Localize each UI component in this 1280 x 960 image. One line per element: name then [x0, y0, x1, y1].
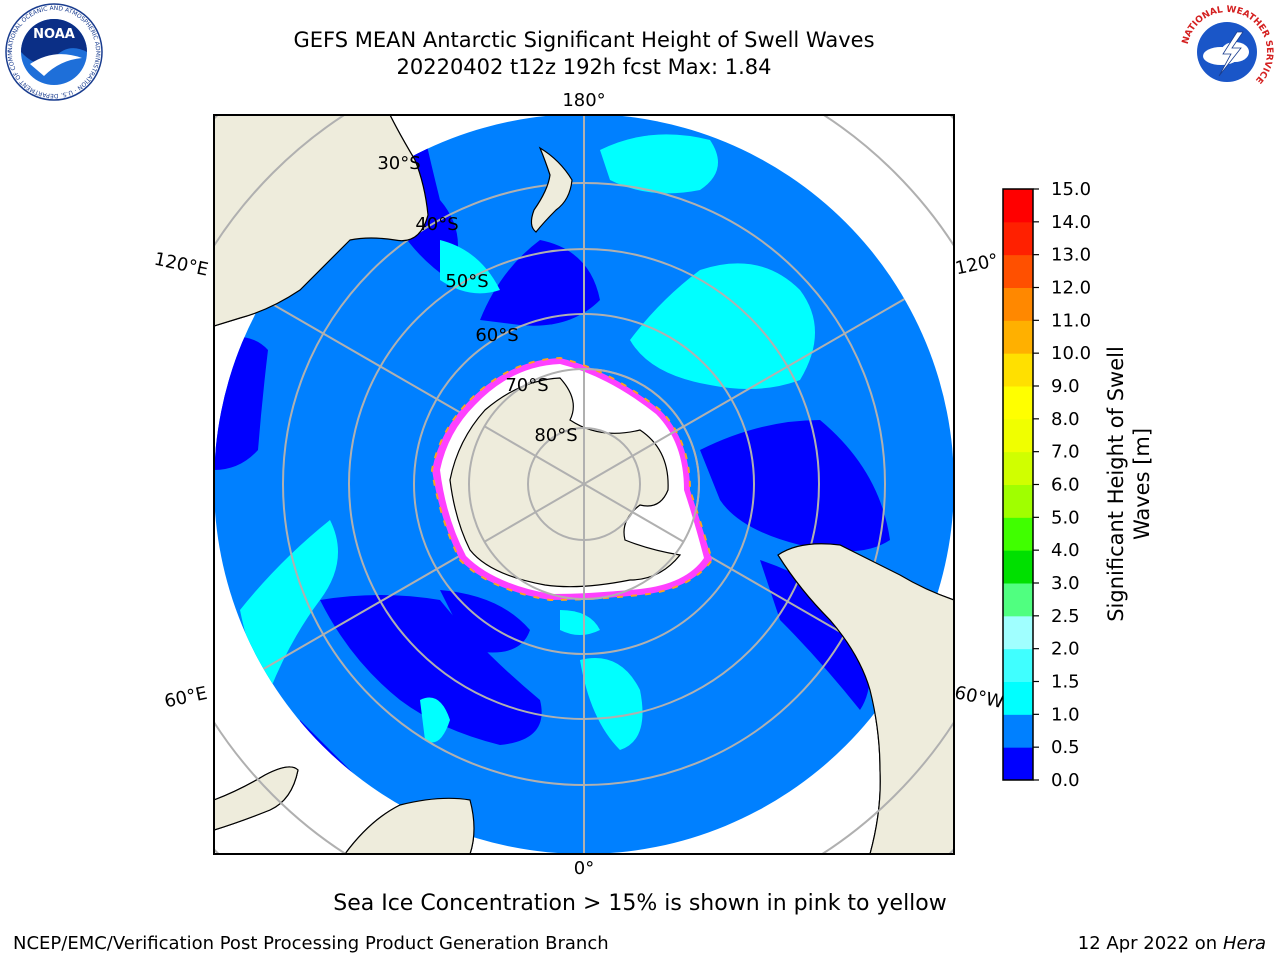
colorbar-swatch: [1003, 714, 1033, 748]
colorbar-swatch: [1003, 517, 1033, 551]
antarctica: [430, 356, 714, 602]
colorbar-swatch: [1003, 353, 1033, 387]
colorbar-tick-label: 12.0: [1051, 278, 1091, 299]
colorbar-swatch: [1003, 681, 1033, 715]
lon-label-0: 0°: [574, 858, 594, 879]
sea-ice-caption: Sea Ice Concentration > 15% is shown in …: [333, 891, 947, 916]
colorbar-tick-label: 3.0: [1051, 573, 1080, 594]
colorbar-swatch: [1003, 189, 1033, 223]
colorbar-tick-label: 1.0: [1051, 704, 1080, 725]
lat-labels: 30°S 40°S 50°S 60°S 70°S 80°S: [377, 153, 577, 446]
colorbar-tick-label: 6.0: [1051, 475, 1080, 496]
colorbar-tick-label: 1.5: [1051, 672, 1080, 693]
footer-date-text: 12 Apr 2022 on: [1077, 933, 1223, 954]
colorbar-tick-label: 2.0: [1051, 639, 1080, 660]
colorbar-swatch: [1003, 615, 1033, 650]
colorbar-tick-label: 7.0: [1051, 442, 1080, 463]
colorbar-tick-label: 10.0: [1051, 343, 1091, 364]
colorbar-swatch: [1003, 550, 1033, 584]
colorbar-swatch: [1003, 451, 1033, 485]
colorbar-tick-label: 9.0: [1051, 376, 1080, 397]
colorbar-tick-label: 14.0: [1051, 212, 1091, 233]
colorbar: [1003, 189, 1033, 781]
colorbar-tick-label: 0.0: [1051, 770, 1080, 791]
colorbar-tick-label: 2.5: [1051, 606, 1080, 627]
lat-label-30s: 30°S: [377, 153, 420, 174]
colorbar-swatch: [1003, 747, 1033, 781]
colorbar-tick-label: 8.0: [1051, 409, 1080, 430]
colorbar-ticks: 0.0 0.5 1.0 1.5 2.0 2.5 3.0 4.0 5.0 6.0 7.0 8.0 9.0 1…: [1033, 179, 1091, 791]
footer-branch: NCEP/EMC/Verification Post Processing Pr…: [13, 933, 609, 954]
colorbar-tick-label: 5.0: [1051, 507, 1080, 528]
footer-date: 12 Apr 2022 on Hera: [1078, 933, 1266, 954]
colorbar-tick-label: 13.0: [1051, 245, 1091, 266]
lon-label-120e: 120°E: [152, 249, 210, 281]
noaa-logo: NATIONAL OCEANIC AND ATMOSPHERIC ADMINIS…: [4, 2, 103, 101]
noaa-logo-text: NOAA: [33, 27, 75, 42]
colorbar-tick-label: 4.0: [1051, 540, 1080, 561]
colorbar-swatch: [1003, 287, 1033, 321]
lon-label-60e: 60°E: [163, 683, 210, 713]
lat-label-70s: 70°S: [505, 375, 548, 396]
colorbar-tick-label: 0.5: [1051, 737, 1080, 758]
colorbar-swatch: [1003, 254, 1033, 288]
colorbar-label-line1: Significant Height of Swell: [1104, 346, 1128, 622]
colorbar-swatch: [1003, 386, 1033, 420]
lat-label-60s: 60°S: [475, 325, 518, 346]
colorbar-swatch: [1003, 320, 1033, 354]
colorbar-swatch: [1003, 484, 1033, 518]
colorbar-swatch: [1003, 648, 1033, 682]
lon-label-60w: 60°W: [953, 682, 1006, 713]
lat-label-80s: 80°S: [534, 425, 577, 446]
chart-subtitle: 20220402 t12z 192h fcst Max: 1.84: [396, 55, 772, 79]
chart-title: GEFS MEAN Antarctic Significant Height o…: [293, 28, 875, 52]
colorbar-tick-label: 15.0: [1051, 179, 1091, 200]
lat-label-50s: 50°S: [445, 271, 488, 292]
colorbar-tick-label: 11.0: [1051, 310, 1091, 331]
lat-label-40s: 40°S: [415, 214, 458, 235]
colorbar-label-line2: Waves [m]: [1130, 428, 1154, 540]
colorbar-swatch: [1003, 221, 1033, 256]
lon-label-120w: 120°: [953, 250, 1000, 280]
swell-1.0-1.5: [240, 134, 815, 750]
colorbar-swatch: [1003, 583, 1033, 617]
colorbar-swatch: [1003, 418, 1033, 453]
footer-host: Hera: [1222, 933, 1266, 954]
nws-logo: NATIONAL WEATHER SERVICE: [1179, 4, 1275, 100]
map-frame: [213, 114, 955, 855]
lon-label-180: 180°: [562, 90, 605, 111]
